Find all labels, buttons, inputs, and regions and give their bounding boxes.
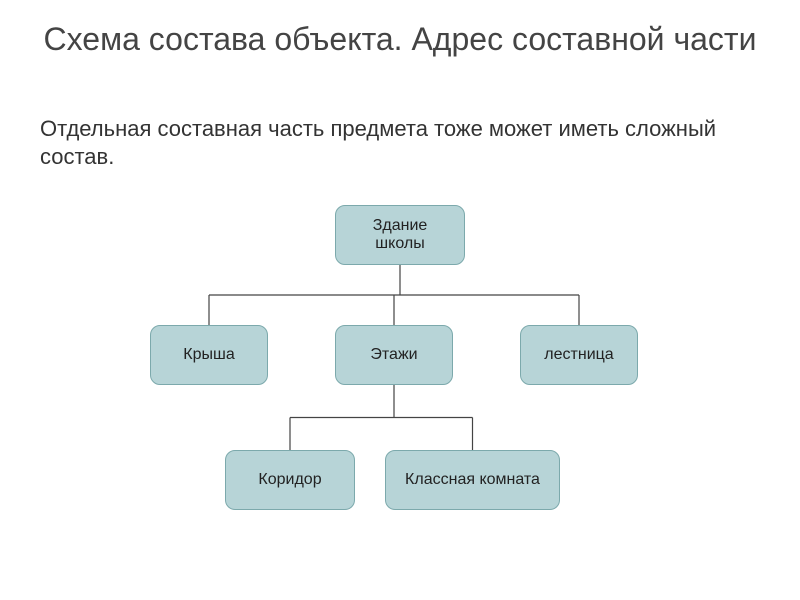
- subtitle-text: Отдельная составная часть предмета тоже …: [40, 115, 760, 170]
- tree-node-class: Классная комната: [385, 450, 560, 510]
- tree-node-roof: Крыша: [150, 325, 268, 385]
- slide: Схема состава объекта. Адрес составной ч…: [0, 0, 800, 600]
- page-title: Схема состава объекта. Адрес составной ч…: [0, 20, 800, 58]
- tree-node-floors: Этажи: [335, 325, 453, 385]
- tree-node-corr: Коридор: [225, 450, 355, 510]
- tree-node-root: Здание школы: [335, 205, 465, 265]
- tree-diagram: Здание школы Крыша Этажи лестница Коридор Кла…: [0, 200, 800, 560]
- tree-node-stairs: лестница: [520, 325, 638, 385]
